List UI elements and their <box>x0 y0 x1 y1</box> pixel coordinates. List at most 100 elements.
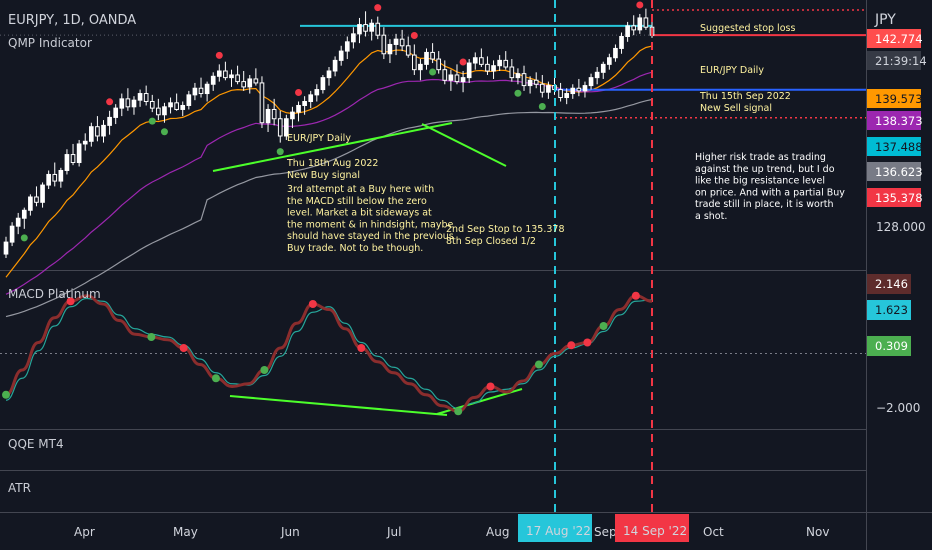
candle <box>52 162 58 187</box>
candle-body <box>107 116 112 126</box>
candle <box>357 17 362 44</box>
buy-macd-dot <box>147 333 156 341</box>
candle-body <box>411 54 417 71</box>
candle-body <box>46 173 51 186</box>
sell-signal-dot <box>215 51 223 59</box>
candle-body <box>399 38 405 47</box>
candle-body <box>363 24 368 32</box>
stop-loss-note: Suggested stop loss <box>700 23 795 34</box>
candle <box>180 101 186 117</box>
candle <box>564 88 570 105</box>
candle <box>210 72 216 91</box>
candle-body <box>631 25 637 31</box>
candle-body <box>34 196 39 203</box>
candle <box>344 36 350 60</box>
sell-macd-dot <box>631 291 640 300</box>
candle <box>637 13 643 34</box>
indicator-label[interactable]: QMP Indicator <box>8 36 92 50</box>
candle <box>241 70 247 91</box>
candle-body <box>448 74 454 81</box>
candle-body <box>229 74 234 79</box>
price-tag: 136.623 <box>867 162 923 181</box>
month-label: Jul <box>386 525 401 539</box>
candle-body <box>284 118 289 137</box>
candle-body <box>442 69 448 81</box>
candle <box>643 8 649 30</box>
candle-body <box>491 65 496 72</box>
candle <box>223 61 228 81</box>
candle-body <box>454 74 460 83</box>
macd-pane-title[interactable]: MACD Platinum <box>8 287 101 301</box>
candle-body <box>613 47 618 59</box>
candle <box>509 59 515 82</box>
price-tick-128: 128.000 <box>876 220 926 234</box>
candle <box>405 36 411 58</box>
candle <box>271 98 277 126</box>
price-tag-bg <box>867 89 921 108</box>
candle-body <box>290 111 295 120</box>
price-tag: 139.573 <box>867 89 923 108</box>
candle-body <box>607 57 612 65</box>
price-tag-text: 139.573 <box>875 92 923 106</box>
candle-body <box>600 63 606 73</box>
date-tag-text: 17 Aug '22 <box>526 524 591 538</box>
macd-tag-text: 1.623 <box>875 303 908 317</box>
price-tag-text: 136.623 <box>875 165 923 179</box>
candlestick-series <box>3 8 655 259</box>
buy-note-title: EUR/JPY Daily <box>287 133 351 144</box>
candle-body <box>619 36 624 49</box>
candle <box>101 120 106 143</box>
candle <box>21 207 27 229</box>
price-tag-bg <box>867 188 921 207</box>
price-tag-text: 142.774 <box>875 32 923 46</box>
candle <box>70 143 76 166</box>
candle-body <box>338 50 344 61</box>
candle-body <box>546 85 551 93</box>
candle <box>521 65 527 91</box>
candle <box>570 84 576 99</box>
ma-fast-line <box>5 45 653 278</box>
note-line: the moment & in hindsight, maybe <box>287 219 453 230</box>
candle-body <box>58 169 64 182</box>
price-tag: 142.774 <box>867 29 923 48</box>
candle-body <box>198 87 204 95</box>
candle <box>277 110 283 143</box>
candle-body <box>515 73 521 79</box>
date-tag: 14 Sep '22 <box>615 514 689 542</box>
sell-signal-dot <box>374 4 382 12</box>
candle-body <box>223 70 228 79</box>
sell-note-title: EUR/JPY Daily <box>700 65 764 76</box>
time-axis[interactable]: Apr May Jun Jul Aug Sep Oct Nov 17 Aug '22 14 Sep… <box>74 514 829 542</box>
symbol-title[interactable]: EURJPY, 1D, OANDA <box>8 13 136 28</box>
candle <box>284 114 289 140</box>
candle <box>308 90 314 109</box>
qqe-pane-title[interactable]: QQE MT4 <box>8 437 64 451</box>
atr-pane-title[interactable]: ATR <box>8 481 31 495</box>
price-trendline-1 <box>212 122 453 172</box>
candle <box>613 44 618 62</box>
note-line: the MACD still below the zero <box>287 196 427 207</box>
candle <box>156 98 161 121</box>
candle-body <box>576 87 582 92</box>
candle-body <box>357 24 362 35</box>
candle <box>442 60 448 85</box>
candle-body <box>460 77 466 83</box>
candle-body <box>424 51 429 65</box>
candle-body <box>253 78 259 84</box>
candle <box>436 51 442 74</box>
candle-body <box>21 209 27 219</box>
price-tag-text: 135.378 <box>875 191 923 205</box>
candle-body <box>521 73 527 87</box>
candle <box>259 76 265 129</box>
candle-body <box>509 66 515 79</box>
candle-body <box>168 102 173 108</box>
candle <box>119 93 125 117</box>
candle <box>503 51 509 70</box>
candle <box>314 84 320 102</box>
price-trendline-2 <box>421 123 507 167</box>
note-line: against the up trend, but I do <box>695 164 835 175</box>
note-line: 2nd Sep Stop to 135.378 <box>446 224 565 235</box>
candle <box>326 67 332 86</box>
candle <box>34 186 39 207</box>
